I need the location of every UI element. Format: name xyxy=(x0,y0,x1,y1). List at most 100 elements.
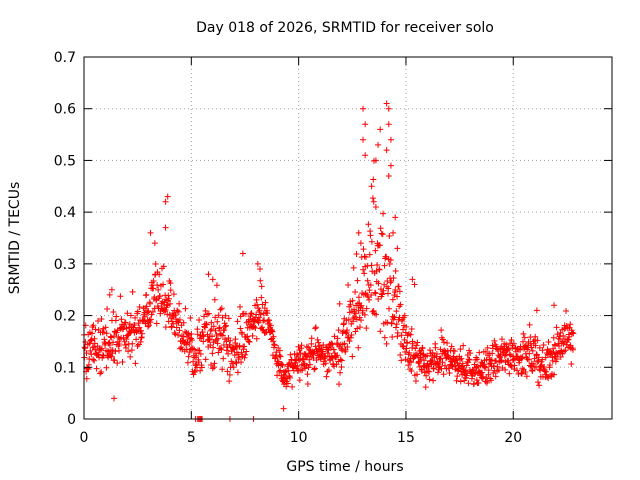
data-point xyxy=(289,383,296,390)
data-point xyxy=(202,307,209,314)
data-point xyxy=(446,370,453,377)
data-point xyxy=(208,319,215,326)
data-point xyxy=(501,352,508,359)
data-point xyxy=(254,301,261,308)
data-point xyxy=(409,344,416,351)
x-tick-label: 5 xyxy=(187,430,196,446)
data-point xyxy=(444,340,451,347)
data-point xyxy=(205,271,212,278)
data-point xyxy=(294,367,301,374)
data-point xyxy=(405,362,412,369)
data-point xyxy=(365,221,372,228)
data-point xyxy=(258,294,265,301)
data-point xyxy=(200,313,207,320)
data-point xyxy=(173,324,180,331)
data-point xyxy=(532,364,539,371)
data-point xyxy=(379,231,386,238)
data-point xyxy=(314,336,321,343)
data-point xyxy=(232,359,239,366)
data-point xyxy=(534,337,541,344)
data-point xyxy=(495,367,502,374)
data-point xyxy=(414,371,421,378)
data-point xyxy=(331,333,338,340)
data-point xyxy=(439,336,446,343)
data-point xyxy=(122,342,129,349)
data-point xyxy=(459,360,466,367)
data-point xyxy=(252,324,259,331)
data-point xyxy=(315,339,322,346)
data-point xyxy=(259,301,266,308)
data-point xyxy=(364,277,371,284)
data-point xyxy=(393,308,400,315)
data-point xyxy=(503,341,510,348)
data-point xyxy=(273,349,280,356)
data-point xyxy=(368,292,375,299)
data-point xyxy=(305,364,312,371)
data-point xyxy=(432,344,439,351)
data-point xyxy=(365,293,372,300)
data-point xyxy=(285,367,292,374)
data-point xyxy=(482,363,489,370)
data-point xyxy=(570,346,577,353)
data-point xyxy=(226,378,233,385)
data-point xyxy=(92,326,99,333)
data-point xyxy=(375,295,382,302)
data-point xyxy=(320,341,327,348)
data-point xyxy=(170,320,177,327)
data-point xyxy=(249,332,256,339)
data-point xyxy=(171,329,178,336)
data-point xyxy=(209,350,216,357)
data-point xyxy=(412,345,419,352)
data-point xyxy=(356,324,363,331)
data-point xyxy=(186,341,193,348)
data-point xyxy=(304,371,311,378)
data-point xyxy=(414,339,421,346)
data-point xyxy=(191,346,198,353)
data-point xyxy=(214,318,221,325)
data-point xyxy=(87,347,94,354)
data-point xyxy=(136,324,143,331)
data-point xyxy=(405,351,412,358)
data-point xyxy=(235,354,242,361)
data-point xyxy=(248,310,255,317)
data-point xyxy=(98,316,105,323)
data-point xyxy=(227,337,234,344)
data-point xyxy=(409,340,416,347)
data-point xyxy=(398,357,405,364)
data-point xyxy=(336,300,343,307)
data-point xyxy=(400,326,407,333)
data-point xyxy=(422,384,429,391)
data-point xyxy=(160,281,167,288)
data-point xyxy=(510,340,517,347)
data-point xyxy=(552,342,559,349)
data-point xyxy=(370,198,377,205)
data-point xyxy=(226,371,233,378)
data-point xyxy=(170,291,177,298)
data-point xyxy=(504,346,511,353)
data-point xyxy=(238,349,245,356)
data-point xyxy=(196,347,203,354)
data-point xyxy=(498,357,505,364)
data-point xyxy=(209,333,216,340)
data-point xyxy=(125,348,132,355)
data-point xyxy=(160,263,167,270)
data-point xyxy=(368,183,375,190)
data-point xyxy=(97,346,104,353)
data-point xyxy=(337,356,344,363)
data-point xyxy=(454,373,461,380)
data-point xyxy=(519,365,526,372)
data-point xyxy=(96,354,103,361)
data-point xyxy=(519,338,526,345)
data-point xyxy=(149,308,156,315)
data-point xyxy=(369,195,376,202)
data-point xyxy=(476,349,483,356)
data-point xyxy=(319,348,326,355)
data-point xyxy=(377,328,384,335)
data-point xyxy=(214,335,221,342)
data-point xyxy=(222,323,229,330)
data-point xyxy=(82,345,89,352)
data-point xyxy=(473,364,480,371)
data-point xyxy=(191,369,198,376)
data-point xyxy=(398,332,405,339)
data-point xyxy=(359,307,366,314)
